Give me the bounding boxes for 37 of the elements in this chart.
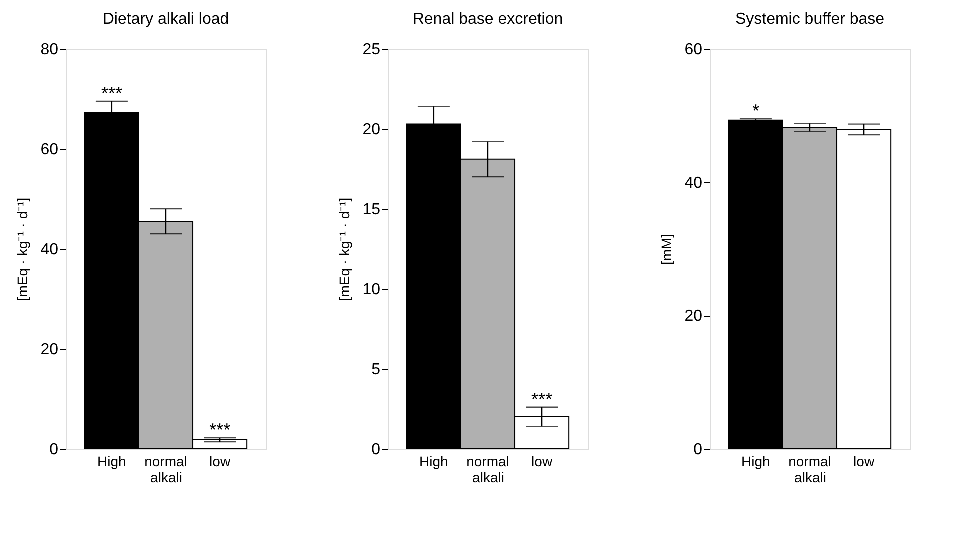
y-tick-label: 20	[362, 122, 381, 138]
x-tick-label: High	[742, 454, 770, 470]
y-tick-label: 60	[40, 142, 59, 158]
x-tick-label: High	[420, 454, 448, 470]
x-tick-label: low	[854, 454, 876, 470]
annotation: ***	[210, 420, 231, 440]
y-axis-title: [mM]	[658, 234, 675, 266]
x-tick-label: low	[210, 454, 232, 470]
y-tick-label: 20	[684, 308, 703, 326]
chart-title: Dietary alkali load	[102, 11, 230, 28]
y-axis-title: [mEq · kg⁻¹ · d⁻¹]	[14, 198, 31, 302]
x-tick-label: normal	[788, 454, 832, 470]
y-tick-label: 20	[40, 342, 59, 358]
annotation: ***	[532, 389, 553, 410]
x-tick-label: low	[532, 454, 554, 470]
y-tick-label: 5	[372, 362, 381, 378]
y-axis-title: [mEq · kg⁻¹ · d⁻¹]	[336, 198, 353, 302]
annotation: ***	[101, 84, 122, 104]
y-tick-label: 15	[362, 202, 381, 218]
y-tick-label: 80	[40, 42, 59, 58]
chart-title: Systemic buffer base	[735, 11, 885, 28]
chart-title: Renal base excretion	[412, 11, 564, 28]
y-tick-label: 40	[40, 242, 59, 258]
y-tick-label: 40	[684, 174, 703, 192]
y-tick-label: 25	[362, 42, 381, 58]
x-axis-title: alkali	[150, 470, 182, 486]
x-axis-title: alkali	[794, 470, 826, 486]
annotation: *	[752, 101, 760, 121]
y-tick-label: 0	[50, 442, 59, 458]
x-tick-label: normal	[144, 454, 188, 470]
y-tick-label: 0	[694, 442, 703, 458]
y-tick-label: 60	[684, 42, 703, 58]
x-axis-title: alkali	[472, 470, 504, 486]
y-tick-label: 10	[362, 282, 381, 298]
x-tick-label: normal	[466, 454, 510, 470]
x-tick-label: High	[98, 454, 126, 470]
y-tick-label: 0	[372, 442, 381, 458]
